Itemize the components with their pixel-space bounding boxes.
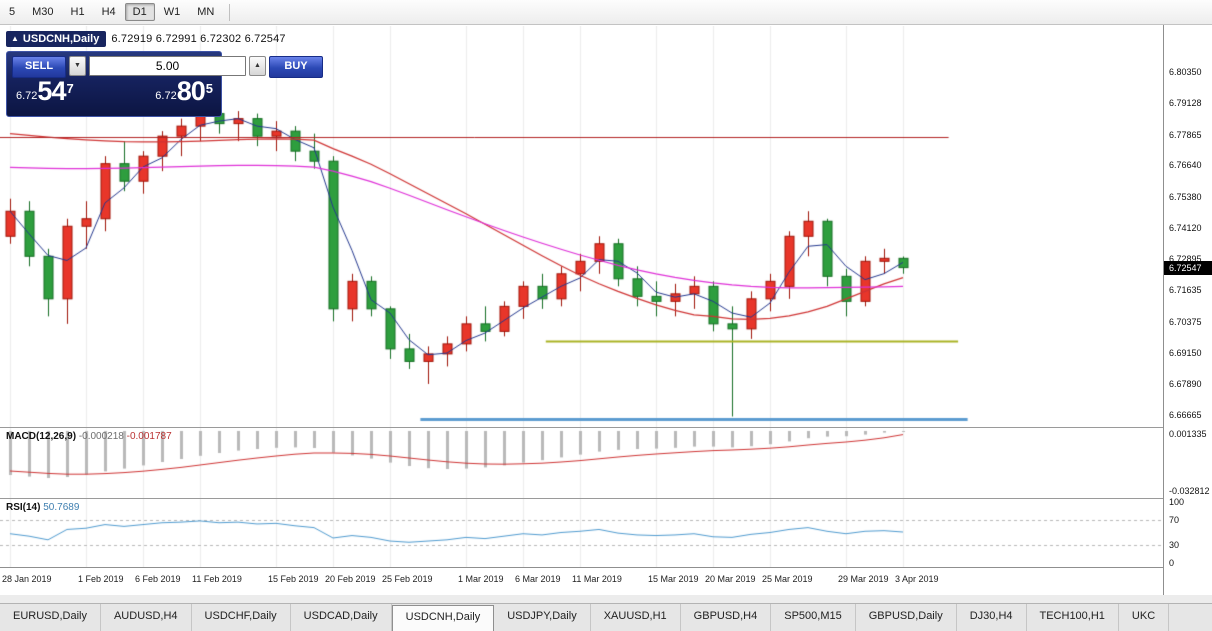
status-strip bbox=[0, 595, 1212, 603]
rsi-value: 50.7689 bbox=[43, 502, 80, 513]
chart-tab-usdcad[interactable]: USDCAD,Daily bbox=[291, 604, 392, 631]
sell-button[interactable]: SELL bbox=[12, 56, 66, 78]
date-axis-label: 11 Mar 2019 bbox=[572, 574, 622, 584]
chart-tab-usdchf[interactable]: USDCHF,Daily bbox=[192, 604, 291, 631]
collapse-panel-icon[interactable]: ▲ bbox=[11, 34, 19, 43]
price-axis-label: 6.66665 bbox=[1169, 409, 1202, 420]
macd-main-value: -0.000218 bbox=[78, 431, 124, 442]
macd-scale-label: -0.032812 bbox=[1169, 486, 1210, 496]
chart-tab-tech100[interactable]: TECH100,H1 bbox=[1027, 604, 1119, 631]
timeframe-button-mn[interactable]: MN bbox=[197, 6, 215, 18]
chart-tab-usdjpy[interactable]: USDJPY,Daily bbox=[494, 604, 591, 631]
macd-label: MACD(12,26,9) -0.000218 -0.001787 bbox=[6, 431, 172, 442]
price-axis-label: 6.77865 bbox=[1169, 129, 1202, 140]
bid-prefix: 6.72 bbox=[16, 89, 38, 102]
ask-prefix: 6.72 bbox=[155, 89, 177, 102]
bid-price: 6.72 54 7 bbox=[16, 76, 74, 106]
rsi-scale-label: 30 bbox=[1169, 539, 1180, 550]
chart-tab-eurusd[interactable]: EURUSD,Daily bbox=[0, 604, 101, 631]
date-axis-label: 28 Jan 2019 bbox=[2, 574, 52, 584]
bid-big-digits: 54 bbox=[37, 76, 66, 106]
pane-separator bbox=[0, 567, 1212, 568]
ask-big-digits: 80 bbox=[176, 76, 206, 106]
chart-tab-dj30[interactable]: DJ30,H4 bbox=[957, 604, 1027, 631]
price-axis-label: 6.76640 bbox=[1169, 160, 1202, 171]
price-axis-label: 6.75380 bbox=[1169, 191, 1202, 202]
volume-decrease-icon[interactable]: ▼ bbox=[69, 56, 86, 76]
timeframe-toolbar: 5 M30 H1 H4 D1 W1 MN bbox=[0, 0, 1212, 25]
ohlc-readout: 6.72919 6.72991 6.72302 6.72547 bbox=[111, 33, 286, 45]
date-axis-label: 20 Feb 2019 bbox=[325, 574, 376, 584]
chart-window: ▲ USDCNH,Daily 6.72919 6.72991 6.72302 6… bbox=[0, 25, 1212, 595]
rsi-scale-label: 70 bbox=[1169, 515, 1180, 526]
price-axis-label: 6.69150 bbox=[1169, 347, 1202, 358]
symbol-label: USDCNH,Daily bbox=[22, 33, 100, 45]
price-axis-label: 6.71635 bbox=[1169, 285, 1202, 296]
timeframe-button-w1[interactable]: W1 bbox=[163, 6, 181, 18]
chart-tab-usdcnh[interactable]: USDCNH,Daily bbox=[391, 605, 495, 631]
price-axis-label: 6.72895 bbox=[1169, 253, 1202, 264]
timeframe-button-d1[interactable]: D1 bbox=[124, 3, 155, 21]
price-axis-label: 6.67890 bbox=[1169, 379, 1202, 390]
bid-pipette: 7 bbox=[66, 80, 74, 96]
price-axis-label: 6.70375 bbox=[1169, 316, 1202, 327]
volume-input[interactable] bbox=[89, 56, 246, 76]
price-axis-label: 6.74120 bbox=[1169, 223, 1202, 234]
date-axis-label: 1 Feb 2019 bbox=[78, 574, 124, 584]
rsi-name: RSI(14) bbox=[6, 502, 41, 513]
volume-increase-icon[interactable]: ▲ bbox=[249, 56, 266, 76]
buy-button[interactable]: BUY bbox=[269, 56, 323, 78]
date-axis-label: 15 Feb 2019 bbox=[268, 574, 319, 584]
pane-separator[interactable] bbox=[0, 427, 1212, 428]
chart-tab-gbpusd[interactable]: GBPUSD,H4 bbox=[681, 604, 772, 631]
macd-pane-canvas[interactable] bbox=[0, 428, 1162, 498]
macd-name: MACD(12,26,9) bbox=[6, 431, 77, 442]
chart-tab-xauusd[interactable]: XAUUSD,H1 bbox=[591, 604, 681, 631]
date-axis-label: 29 Mar 2019 bbox=[838, 574, 889, 584]
date-axis-label: 3 Apr 2019 bbox=[895, 574, 939, 584]
one-click-trading-panel: SELL ▼ ▲ BUY 6.72 54 7 6.72 80 5 bbox=[6, 51, 323, 117]
ask-price: 6.72 80 5 bbox=[155, 76, 213, 106]
macd-signal-value: -0.001787 bbox=[126, 431, 172, 442]
price-axis-label: 6.79128 bbox=[1169, 97, 1202, 108]
price-axis-label: 6.80350 bbox=[1169, 67, 1202, 78]
rsi-pane-canvas[interactable] bbox=[0, 499, 1162, 567]
chart-tabs-bar: EURUSD,Daily AUDUSD,H4 USDCHF,Daily USDCAD,… bbox=[0, 603, 1212, 631]
pane-separator[interactable] bbox=[0, 498, 1212, 499]
chart-title: ▲ USDCNH,Daily 6.72919 6.72991 6.72302 6… bbox=[6, 31, 286, 47]
timeframe-button-h4[interactable]: H4 bbox=[101, 6, 116, 18]
current-price-badge: 6.72547 bbox=[1164, 260, 1212, 275]
date-axis-label: 6 Mar 2019 bbox=[515, 574, 561, 584]
symbol-chip[interactable]: ▲ USDCNH,Daily bbox=[6, 31, 107, 47]
date-axis-label: 11 Feb 2019 bbox=[192, 574, 242, 584]
rsi-scale-label: 0 bbox=[1169, 558, 1175, 568]
date-axis-label: 25 Mar 2019 bbox=[762, 574, 813, 584]
chart-tab-ukc[interactable]: UKC bbox=[1119, 604, 1170, 631]
timeframe-button-5[interactable]: 5 bbox=[9, 6, 16, 18]
ask-pipette: 5 bbox=[205, 80, 213, 96]
timeframe-button-h1[interactable]: H1 bbox=[70, 6, 85, 18]
toolbar-separator bbox=[229, 3, 231, 21]
timeframe-button-m30[interactable]: M30 bbox=[32, 6, 54, 18]
date-axis-label: 1 Mar 2019 bbox=[458, 574, 504, 584]
date-axis-label: 6 Feb 2019 bbox=[135, 574, 181, 584]
chart-tab-audusd[interactable]: AUDUSD,H4 bbox=[101, 604, 192, 631]
macd-scale-label: 0.001335 bbox=[1169, 429, 1207, 439]
date-axis-label: 20 Mar 2019 bbox=[705, 574, 756, 584]
price-axis[interactable]: 6.72547 6.80350 6.79128 6.77865 6.76640 6.75… bbox=[1163, 25, 1212, 595]
chart-tab-sp500[interactable]: SP500,M15 bbox=[771, 604, 856, 631]
rsi-scale-label: 100 bbox=[1169, 497, 1185, 507]
chart-tab-gbpusd[interactable]: GBPUSD,Daily bbox=[856, 604, 957, 631]
time-axis[interactable]: 28 Jan 2019 1 Feb 2019 6 Feb 2019 11 Feb 20… bbox=[0, 568, 1162, 595]
date-axis-label: 25 Feb 2019 bbox=[382, 574, 433, 584]
date-axis-label: 15 Mar 2019 bbox=[648, 574, 699, 584]
rsi-label: RSI(14) 50.7689 bbox=[6, 502, 79, 513]
